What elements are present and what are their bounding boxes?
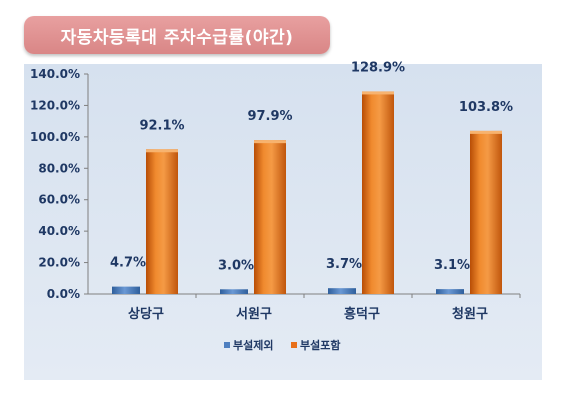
y-tick-label: 80.0% [38, 161, 80, 175]
category-label: 상당구 [128, 306, 164, 322]
category-label: 흥덕구 [344, 306, 380, 322]
data-label-excluded: 3.0% [218, 258, 254, 273]
y-tick-label: 60.0% [38, 193, 80, 207]
legend-label-included: 부설포함 [300, 338, 340, 352]
chart-title: 자동차등록대 주차수급률(야간) [60, 27, 294, 48]
legend-swatch-included [291, 342, 297, 348]
y-tick-label: 0.0% [47, 287, 80, 301]
bar-included-top [362, 91, 394, 95]
bar-excluded [220, 289, 248, 294]
data-label-excluded: 3.7% [326, 257, 362, 272]
bar-excluded [112, 286, 140, 294]
bar-included-top [254, 140, 286, 144]
legend-swatch-excluded [224, 342, 230, 348]
legend-label-excluded: 부설제외 [233, 338, 273, 352]
category-label: 청원구 [452, 306, 488, 322]
data-label-included: 128.9% [351, 60, 405, 75]
y-tick-label: 20.0% [38, 256, 80, 270]
bar-included-top [146, 149, 178, 153]
bar-included [146, 149, 178, 294]
bar-included [470, 130, 502, 294]
data-label-included: 103.8% [459, 100, 513, 115]
bar-included [362, 91, 394, 294]
y-tick-label: 40.0% [38, 224, 80, 238]
bar-excluded [436, 289, 464, 294]
data-label-excluded: 4.7% [110, 256, 146, 271]
data-label-included: 92.1% [139, 118, 184, 133]
bar-included-top [470, 130, 502, 134]
bar-excluded [328, 288, 356, 294]
data-label-excluded: 3.1% [434, 258, 470, 273]
bar-included [254, 140, 286, 294]
chart-title-banner: 자동차등록대 주차수급률(야간) [24, 16, 330, 54]
y-tick-label: 140.0% [30, 67, 80, 81]
y-tick-label: 100.0% [30, 130, 80, 144]
category-label: 서원구 [236, 307, 272, 322]
data-label-included: 97.9% [247, 109, 292, 124]
y-tick-label: 120.0% [30, 98, 80, 112]
